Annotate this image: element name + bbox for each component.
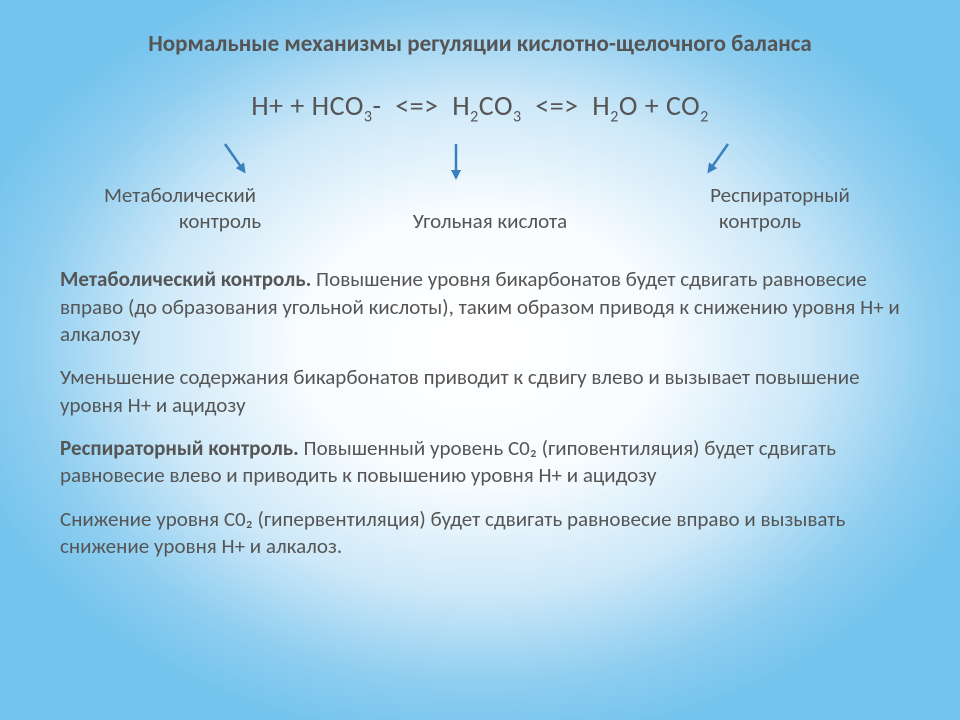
label-right-2: контроль — [650, 208, 870, 234]
labels-row-2: контроль Угольная кислота контроль — [60, 208, 900, 234]
arrow-left — [203, 138, 247, 182]
slide-title: Нормальные механизмы регуляции кислотно-… — [60, 30, 900, 60]
label-left-2: контроль — [110, 208, 330, 234]
label-right-1: Респираторный — [670, 182, 890, 208]
paragraph-text: Уменьшение содержания бикарбонатов приво… — [60, 364, 860, 417]
chemical-equation: H+ + HCO3- <=> H2CO3 <=> H2O + CO2 — [60, 88, 900, 127]
paragraph-bold-prefix: Респираторный контроль. — [60, 435, 299, 461]
body-paragraphs: Метаболический контроль. Повышение уровн… — [60, 266, 900, 560]
paragraph-bold-prefix: Метаболический контроль. — [60, 266, 311, 292]
arrow-center — [434, 138, 478, 182]
paragraph-text: Снижение уровня C0₂ (гипервентиляция) бу… — [60, 506, 845, 559]
paragraph: Метаболический контроль. Повышение уровн… — [60, 266, 900, 348]
label-left-1: Метаболический — [70, 182, 290, 208]
label-center-2: Угольная кислота — [360, 208, 620, 234]
labels-row-1: Метаболический Респираторный — [60, 182, 900, 208]
paragraph: Респираторный контроль. Повышенный урове… — [60, 435, 900, 490]
paragraph: Уменьшение содержания бикарбонатов приво… — [60, 364, 900, 419]
arrow-right — [706, 138, 750, 182]
arrows-container — [60, 138, 900, 180]
paragraph: Снижение уровня C0₂ (гипервентиляция) бу… — [60, 506, 900, 561]
label-center-1 — [350, 182, 610, 208]
